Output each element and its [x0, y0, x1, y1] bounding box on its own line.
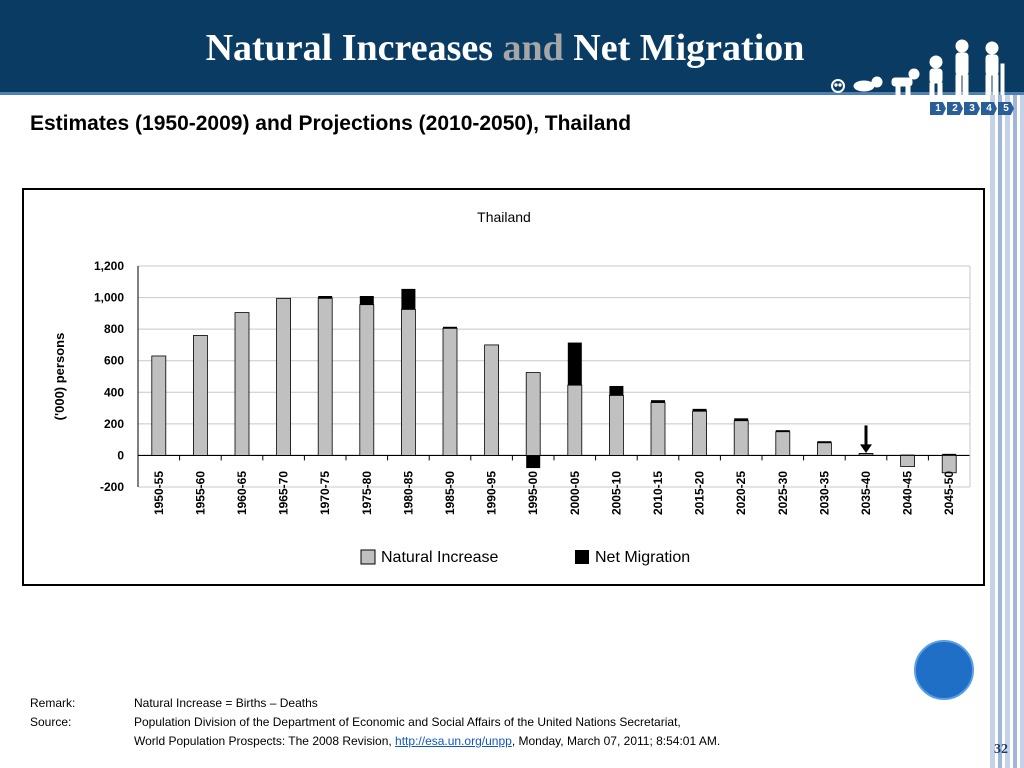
bar-net-migration [609, 385, 624, 396]
nav-item-1[interactable]: 1 [930, 102, 946, 115]
bar-net-migration [734, 418, 749, 421]
x-tick-label: 2010-15 [651, 471, 665, 515]
y-tick-label: 0 [117, 448, 124, 462]
x-tick-label: 2020-25 [734, 471, 748, 515]
bar-natural-increase [359, 304, 375, 456]
bar-chart: Thailand -200 0 200 400 600 800 1,000 1,200 ('000… [52, 209, 971, 566]
x-tick-label: 2005-10 [609, 471, 623, 515]
slide-nav: 1 2 3 4 5 [930, 102, 1015, 115]
x-tick-label: 2045-50 [942, 471, 956, 515]
x-tick-label: 1970-75 [318, 471, 332, 515]
bar-net-migration [567, 342, 582, 386]
slide-title: Natural Increases and Net Migration [0, 26, 1010, 70]
x-tick-label: 1955-60 [193, 471, 207, 515]
arrow-head [860, 444, 872, 454]
bar-net-migration [359, 295, 374, 305]
bar-natural-increase [317, 297, 333, 456]
source-link[interactable]: http://esa.un.org/unpp [395, 734, 512, 748]
x-tick-label: 1975-80 [360, 471, 374, 515]
bar-net-migration [692, 408, 707, 412]
header-divider [0, 92, 1024, 95]
bar-natural-increase [442, 327, 458, 456]
bar-natural-increase [817, 442, 832, 456]
bar-natural-increase [567, 384, 583, 456]
legend-label-net-migration: Net Migration [595, 549, 690, 566]
x-tick-label: 1965-70 [277, 471, 291, 515]
header-bar [0, 0, 1024, 92]
chart-frame: Thailand -200 0 200 400 600 800 1,000 1,200 ('000… [22, 188, 985, 586]
remark-text: Natural Increase = Births – Deaths [134, 696, 318, 710]
source-label: Source: [30, 715, 72, 729]
x-tick-label: 2040-45 [901, 471, 915, 515]
bar-natural-increase [525, 372, 541, 456]
decorative-stripes [990, 95, 1024, 768]
nav-item-2[interactable]: 2 [947, 102, 963, 115]
people-growth-icon [831, 39, 1005, 97]
legend-label-natural-increase: Natural Increase [381, 549, 498, 566]
bar-natural-increase [733, 420, 749, 456]
y-axis-label: ('000) persons [52, 333, 67, 421]
bar-net-migration [651, 400, 665, 403]
bar-natural-increase [151, 355, 167, 456]
x-tick-label: 1950-55 [152, 471, 166, 515]
y-tick-label: 600 [104, 354, 124, 368]
bar-natural-increase [858, 453, 874, 456]
source-line-2-pre: World Population Prospects: The 2008 Rev… [134, 734, 396, 748]
title-part-3: Net Migration [573, 27, 805, 69]
bar-natural-increase [234, 312, 250, 456]
y-tick-label: 400 [104, 385, 124, 399]
remark-label: Remark: [30, 696, 76, 710]
page-number: 32 [994, 742, 1008, 757]
bar-net-migration [775, 430, 790, 432]
bar-net-migration [817, 441, 832, 443]
bar-natural-increase [775, 431, 791, 456]
y-tick-label: 200 [104, 417, 124, 431]
nav-item-3[interactable]: 3 [964, 102, 980, 115]
bar-natural-increase [484, 344, 500, 456]
title-part-2: and [502, 27, 564, 69]
bar-net-migration [859, 453, 873, 455]
y-tick-label: 1,200 [94, 259, 124, 273]
source-line-2-post: , Monday, March 07, 2011; 8:54:01 AM. [511, 734, 721, 748]
bar-natural-increase [192, 335, 208, 456]
bar-net-migration [401, 288, 416, 310]
x-tick-label: 2030-35 [817, 471, 831, 515]
bar-natural-increase [400, 309, 416, 456]
y-tick-label: 1,000 [94, 291, 124, 305]
x-tick-label: 1980-85 [401, 471, 415, 515]
chart-title: Thailand [477, 209, 531, 225]
source-line-2: World Population Prospects: The 2008 Rev… [134, 734, 720, 748]
x-tick-label: 1960-65 [235, 471, 249, 515]
x-tick-label: 2000-05 [568, 471, 582, 515]
bar-natural-increase [900, 455, 915, 467]
x-tick-label: 2015-20 [693, 471, 707, 515]
title-part-1: Natural Increases [205, 27, 494, 69]
slide-subtitle: Estimates (1950-2009) and Projections (2… [30, 112, 632, 135]
nav-item-4[interactable]: 4 [981, 102, 997, 115]
bar-natural-increase [692, 410, 707, 456]
x-tick-label: 2025-30 [776, 471, 790, 515]
x-tick-label: 2035-40 [859, 471, 873, 515]
legend-swatch-natural-increase [360, 549, 376, 565]
bar-net-migration [942, 453, 957, 456]
bar-net-migration [318, 295, 333, 299]
y-tick-label: 800 [104, 322, 124, 336]
x-tick-label: 1990-95 [485, 471, 499, 515]
source-line-1: Population Division of the Department of… [134, 715, 681, 729]
bar-natural-increase [609, 395, 624, 456]
decorative-circle [914, 640, 974, 700]
x-tick-label: 1995-00 [526, 471, 540, 515]
nav-item-5[interactable]: 5 [998, 102, 1014, 115]
y-tick-label: -200 [100, 480, 124, 494]
bar-net-migration [900, 454, 915, 456]
bar-natural-increase [941, 455, 957, 474]
bar-natural-increase [650, 402, 666, 456]
legend-swatch-net-migration [575, 550, 589, 564]
bar-natural-increase [276, 297, 292, 456]
bar-net-migration [443, 326, 457, 329]
bar-net-migration [526, 455, 541, 469]
x-tick-label: 1985-90 [443, 471, 457, 515]
